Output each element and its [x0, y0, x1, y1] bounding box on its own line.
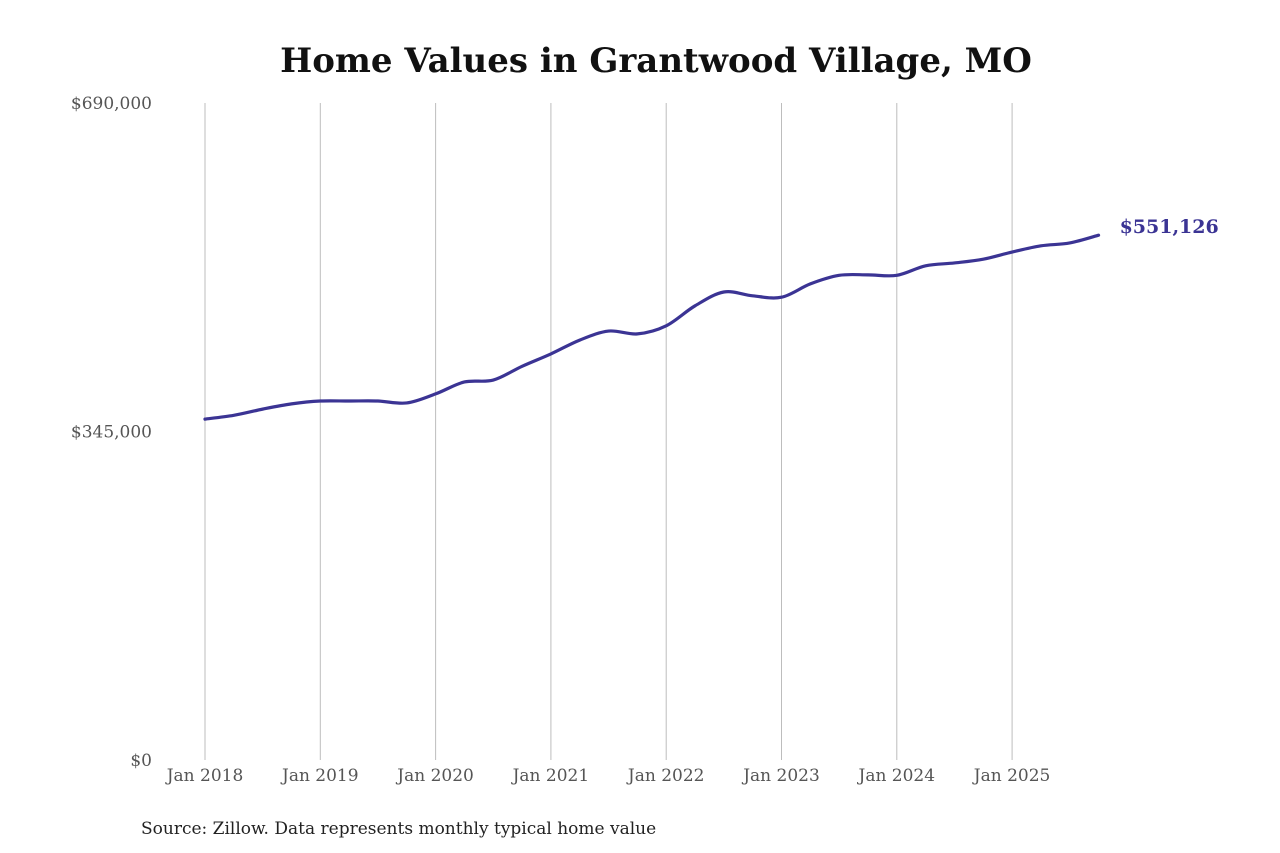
series-line	[203, 233, 1101, 421]
x-tick-label: Jan 2020	[395, 766, 474, 786]
y-tick-label: $0	[130, 751, 152, 771]
source-note: Source: Zillow. Data represents monthly …	[141, 819, 656, 839]
gridlines	[204, 103, 1013, 760]
x-axis: Jan 2018 Jan 2019 Jan 2020 Jan 2021 Jan 2022…	[165, 766, 1051, 786]
x-tick-label: Jan 2022	[626, 766, 705, 786]
x-tick-label: Jan 2018	[165, 766, 244, 786]
x-tick-label: Jan 2025	[972, 766, 1051, 786]
x-tick-label: Jan 2023	[741, 766, 820, 786]
chart-title: Home Values in Grantwood Village, MO	[280, 41, 1032, 81]
end-value-label: $551,126	[1120, 216, 1219, 238]
x-tick-label: Jan 2019	[280, 766, 359, 786]
y-axis: $0 $345,000 $690,000	[71, 94, 152, 771]
x-tick-label: Jan 2024	[857, 766, 936, 786]
y-tick-label: $690,000	[71, 94, 152, 114]
y-tick-label: $345,000	[71, 423, 152, 443]
x-tick-label: Jan 2021	[511, 766, 590, 786]
